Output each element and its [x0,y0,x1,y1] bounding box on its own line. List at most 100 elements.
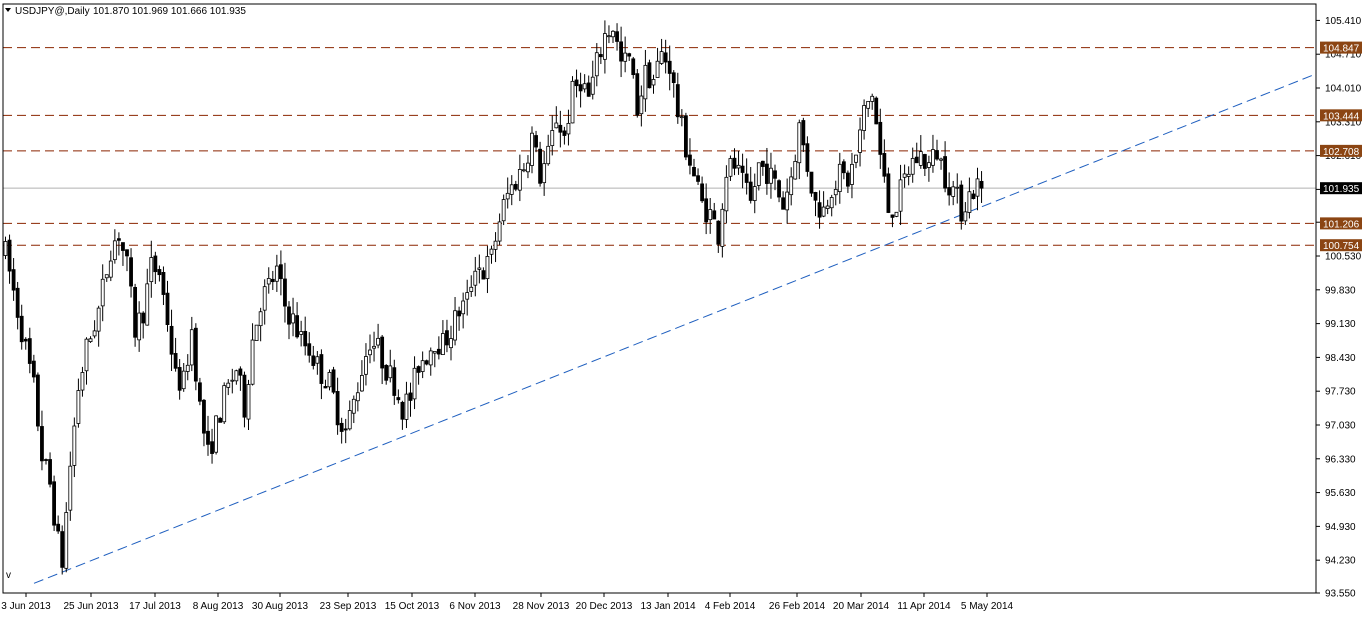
candle-down [667,60,672,74]
candle-down [481,270,486,280]
candle-down [943,156,947,189]
candle-up [465,292,470,300]
candle-up [108,260,113,278]
candle-down [914,156,919,164]
candle-down [712,210,717,220]
candle-down [44,459,48,461]
candle-down [663,52,668,63]
candle-down [380,336,385,369]
candle-up [542,163,547,184]
candle-up [412,367,417,400]
candle-up [230,379,235,382]
y-tick-label: 97.730 [1325,387,1356,398]
candle-up [862,105,866,131]
candle-down [959,184,964,222]
y-tick-label: 94.930 [1325,522,1356,533]
candle-down [732,157,737,169]
candle-down [619,41,623,62]
candle-up [522,169,526,172]
candle-down [335,391,340,426]
candle-down [303,330,308,347]
x-tick-label: 6 Nov 2013 [449,601,501,612]
candle-up [327,372,332,388]
candle-up [594,52,599,77]
candle-down [457,310,462,317]
candle-down [238,368,243,376]
candle-up [910,158,915,175]
candle-down [384,364,389,381]
candle-down [287,306,291,325]
candle-down [157,269,162,276]
candle-up [623,52,628,62]
candle-up [850,163,854,185]
candle-up [655,60,660,78]
y-tick-label: 95.630 [1325,488,1356,499]
candle-down [777,180,781,198]
candle-up [461,300,466,315]
symbol-label: USDJPY@,Daily [15,6,90,17]
candle-down [343,428,348,431]
candle-down [971,193,976,199]
candle-down [133,287,138,338]
candle-down [242,374,247,418]
candle-down [278,264,283,280]
candle-down [882,153,887,177]
candle-down [574,79,579,87]
candle-up [76,390,81,424]
candle-down [392,367,397,396]
candle-down [31,360,36,378]
x-tick-label: 26 Feb 2014 [769,601,826,612]
candle-up [88,338,93,343]
candle-down [436,348,441,355]
candle-down [193,327,198,382]
candle-down [809,171,814,194]
candle-down [60,531,65,568]
x-tick-label: 11 Apr 2014 [897,601,951,612]
x-tick-label: 3 Jun 2013 [1,601,51,612]
x-tick-label: 20 Dec 2013 [576,601,633,612]
candle-up [854,154,858,163]
candle-down [704,198,709,223]
candle-down [671,72,676,84]
candle-down [408,392,413,401]
candle-up [546,145,551,165]
candle-down [684,115,688,158]
candle-down [760,160,765,167]
candle-down [27,338,32,364]
candle-up [250,339,255,385]
level-price-badge: 104.847 [1323,44,1360,55]
horizontal-levels [3,47,1316,246]
candle-up [214,415,219,453]
candle-up [939,158,943,161]
x-tick-label: 8 Aug 2013 [193,601,244,612]
collapse-triangle-icon[interactable] [5,8,11,12]
candle-up [291,313,295,324]
candle-down [598,54,603,58]
candle-down [805,143,810,172]
candles-layer [3,20,984,575]
candle-up [639,95,644,115]
candle-down [23,338,28,342]
candle-up [185,364,190,372]
candle-up [643,64,648,100]
candle-up [724,176,729,212]
candle-up [918,151,923,166]
candle-down [396,397,401,401]
candle-down [886,173,891,213]
candle-down [979,180,984,189]
candle-down [635,73,640,116]
candle-up [951,186,956,197]
candle-down [922,154,927,169]
candle-down [846,172,850,187]
candle-up [526,162,530,173]
candle-down [177,367,182,391]
candle-down [615,31,619,42]
candle-down [319,354,324,384]
x-tick-label: 20 Mar 2014 [833,601,890,612]
candle-down [890,214,895,218]
x-tick-label: 28 Nov 2013 [513,601,570,612]
candle-up [351,398,356,414]
candle-up [955,186,960,189]
